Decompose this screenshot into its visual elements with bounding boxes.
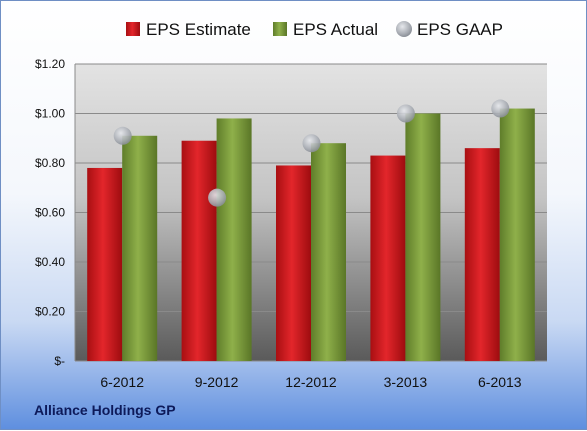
y-tick-label: $0.20 [35,305,65,319]
y-tick-label: $0.40 [35,255,65,269]
legend-swatch-gaap [396,21,412,37]
bar-eps-estimate [464,148,500,361]
gaap-points [113,99,510,207]
bar-eps-actual [216,118,252,361]
bars [87,108,535,361]
legend-label-actual: EPS Actual [293,20,378,39]
point-eps-gaap [208,188,227,207]
legend-swatch-actual [273,22,287,36]
y-tick-label: $0.80 [35,156,65,170]
bar-eps-estimate [181,140,217,361]
legend-label-gaap: EPS GAAP [417,20,503,39]
x-tick-label: 6-2012 [100,374,144,390]
point-eps-gaap [302,134,321,153]
x-tick-label: 9-2012 [195,374,239,390]
y-tick-label: $1.20 [35,57,65,71]
bar-eps-estimate [276,165,311,361]
bar-eps-actual [405,113,441,361]
y-tick-label: $0.60 [35,206,65,220]
bar-eps-estimate [87,167,123,361]
legend: EPS Estimate EPS Actual EPS GAAP [126,20,503,39]
x-tick-label: 6-2013 [478,374,522,390]
company-name: Alliance Holdings GP [34,402,176,418]
legend-swatch-estimate [126,22,140,36]
bar-eps-actual [499,108,535,361]
x-axis: 6-2012 9-2012 12-2012 3-2013 6-2013 [100,374,521,390]
y-tick-label: $1.00 [35,107,65,121]
bar-eps-actual [122,135,158,361]
point-eps-gaap [396,104,415,123]
x-tick-label: 12-2012 [285,374,337,390]
y-axis: $- $0.20 $0.40 $0.60 $0.80 $1.00 $1.20 [35,57,76,368]
x-tick-label: 3-2013 [384,374,428,390]
bar-eps-estimate [370,155,406,361]
y-tick-label: $- [54,354,65,368]
point-eps-gaap [113,126,132,145]
legend-label-estimate: EPS Estimate [146,20,251,39]
point-eps-gaap [491,99,510,118]
bar-eps-actual [311,143,346,361]
